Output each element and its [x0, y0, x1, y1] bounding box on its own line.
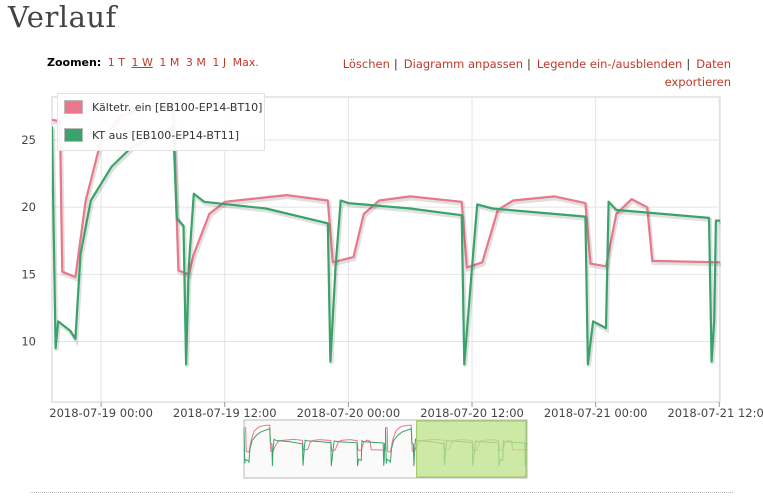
y-tick-label: 15	[21, 267, 36, 281]
zoom-3-months[interactable]: 3 M	[185, 56, 206, 69]
adjust-chart-link[interactable]: Diagramm anpassen	[403, 57, 524, 71]
export-data-link[interactable]: Daten exportieren	[664, 57, 731, 89]
x-tick-label: 2018-07-21 12:00	[667, 406, 763, 420]
delete-link[interactable]: Löschen	[342, 57, 390, 71]
divider	[30, 492, 733, 493]
chart-legend: Kältetr. ein [EB100-EP14-BT10] KT aus [E…	[57, 93, 265, 151]
zoom-1-day[interactable]: 1 T	[107, 56, 125, 69]
navigator-selected-range	[416, 420, 527, 478]
zoom-max[interactable]: Max.	[232, 56, 259, 69]
x-tick-label: 2018-07-19 12:00	[173, 406, 277, 420]
legend-label: KT aus [EB100-EP14-BT11]	[92, 128, 239, 142]
legend-swatch-green	[64, 128, 83, 142]
toggle-legend-link[interactable]: Legende ein-/ausblenden	[536, 57, 683, 71]
page-title: Verlauf	[8, 0, 117, 34]
zoom-1-year[interactable]: 1 J	[212, 56, 227, 69]
separator: |	[527, 57, 531, 71]
series-line-shadow	[53, 125, 721, 367]
zoom-1-month[interactable]: 1 M	[159, 56, 180, 69]
zoom-bar: Zoomen: 1 T 1 W 1 M 3 M 1 J Max.	[47, 56, 262, 69]
y-tick-label: 10	[21, 335, 36, 349]
legend-swatch-pink	[64, 100, 83, 114]
legend-item-pink[interactable]: Kältetr. ein [EB100-EP14-BT10]	[64, 99, 262, 115]
y-tick-label: 20	[21, 200, 36, 214]
separator: |	[686, 57, 691, 71]
x-tick-label: 2018-07-21 00:00	[544, 406, 648, 420]
chart-actions: Löschen | Diagramm anpassen | Legende ein-/a…	[331, 55, 731, 91]
x-tick-label: 2018-07-19 00:00	[49, 406, 153, 420]
y-tick-label: 25	[21, 133, 36, 147]
zoom-label: Zoomen:	[47, 56, 102, 69]
legend-item-green[interactable]: KT aus [EB100-EP14-BT11]	[64, 127, 239, 143]
series-line-green	[52, 125, 720, 366]
x-tick-label: 2018-07-20 12:00	[420, 406, 524, 420]
legend-label: Kältetr. ein [EB100-EP14-BT10]	[92, 100, 263, 114]
zoom-1-week[interactable]: 1 W	[131, 56, 153, 69]
separator: |	[393, 57, 398, 71]
plot-area	[51, 96, 721, 403]
x-tick-label: 2018-07-20 00:00	[297, 406, 401, 420]
